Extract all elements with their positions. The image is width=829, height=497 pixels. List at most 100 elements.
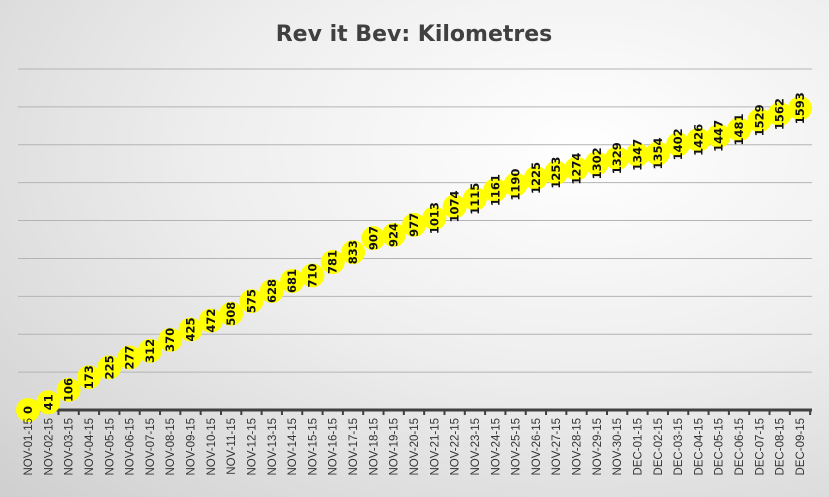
- x-tick-label: NOV-14-15: [287, 418, 299, 476]
- x-tick-label: NOV-22-15: [450, 418, 462, 476]
- data-label: 1274: [570, 153, 584, 185]
- data-point: [747, 108, 772, 133]
- x-tick-label: NOV-11-15: [226, 418, 238, 475]
- data-label: 1013: [427, 202, 441, 234]
- x-tick-label: NOV-16-15: [328, 418, 340, 476]
- x-tick-label: DEC-02-15: [653, 418, 665, 476]
- data-label: 1426: [691, 124, 705, 156]
- data-label: 833: [346, 240, 360, 264]
- data-label: 1190: [509, 169, 523, 201]
- data-point: [117, 345, 142, 370]
- data-label: 425: [184, 317, 198, 341]
- data-point: [625, 142, 650, 167]
- data-point: [666, 132, 691, 157]
- x-tick-label: NOV-30-15: [612, 418, 624, 476]
- x-tick-label: NOV-17-15: [348, 418, 360, 476]
- data-label: 977: [407, 213, 421, 237]
- data-point: [767, 102, 792, 127]
- data-point: [381, 222, 406, 247]
- data-label: 681: [285, 269, 299, 293]
- data-label: 1593: [793, 92, 807, 124]
- data-point: [158, 327, 183, 352]
- x-tick-label: NOV-25-15: [511, 418, 523, 476]
- data-point: [503, 172, 528, 197]
- x-tick-label: NOV-08-15: [165, 418, 177, 476]
- x-tick-label: NOV-12-15: [246, 418, 258, 476]
- x-tick-label: DEC-01-15: [632, 418, 644, 476]
- data-label: 1302: [590, 147, 604, 179]
- data-label: 1161: [488, 174, 502, 206]
- x-tick-label: NOV-20-15: [409, 418, 421, 476]
- x-tick-label: NOV-23-15: [470, 418, 482, 476]
- x-tick-label: NOV-04-15: [84, 418, 96, 476]
- data-point: [442, 194, 467, 219]
- data-point: [16, 398, 40, 422]
- data-label: 628: [265, 279, 279, 303]
- data-label: 1253: [549, 157, 563, 189]
- data-label: 508: [224, 302, 238, 326]
- x-tick-label: NOV-07-15: [145, 418, 157, 476]
- data-point: [584, 151, 609, 176]
- data-point: [137, 338, 162, 363]
- data-label: 1115: [468, 183, 482, 215]
- x-tick-label: NOV-26-15: [531, 418, 543, 476]
- x-tick-label: DEC-06-15: [734, 418, 746, 476]
- data-label: 1481: [732, 113, 746, 145]
- data-point: [686, 127, 711, 152]
- data-point: [239, 289, 264, 314]
- data-label: 1402: [671, 128, 685, 160]
- x-axis: [16, 408, 812, 415]
- x-tick-label: NOV-27-15: [551, 418, 563, 476]
- data-point: [645, 141, 670, 166]
- chart-title: Rev it Bev: Kilometres: [276, 22, 553, 47]
- data-point: [564, 156, 589, 181]
- x-tick-label: DEC-07-15: [754, 418, 766, 476]
- data-point: [198, 308, 223, 333]
- x-tick-label: DEC-05-15: [714, 418, 726, 476]
- data-label: 710: [305, 263, 319, 287]
- x-tick-label: NOV-01-15: [23, 418, 35, 476]
- data-point: [483, 178, 508, 203]
- data-label: 370: [163, 328, 177, 352]
- data-point: [219, 301, 244, 326]
- x-tick-label: NOV-21-15: [429, 418, 441, 476]
- data-label: 781: [326, 250, 340, 274]
- x-tick-label: NOV-24-15: [490, 418, 502, 476]
- x-tick-labels: NOV-01-15 NOV-02-15 NOV-03-15 NOV-04-15 NOV-…: [23, 418, 807, 476]
- data-label: 225: [102, 355, 116, 379]
- data-label: 106: [62, 378, 76, 402]
- x-tick-label: DEC-08-15: [775, 418, 787, 476]
- data-point: [97, 355, 122, 380]
- data-point: [76, 365, 101, 390]
- data-point: [462, 186, 487, 211]
- data-point: [422, 206, 447, 231]
- x-tick-label: NOV-05-15: [104, 418, 116, 476]
- data-point: [788, 96, 812, 121]
- x-tick-label: NOV-10-15: [206, 418, 218, 476]
- data-label: 1447: [712, 120, 726, 152]
- data-point: [605, 146, 630, 171]
- data-label: 1329: [610, 142, 624, 174]
- data-label: 1347: [630, 139, 644, 171]
- data-point: [523, 165, 548, 190]
- data-label: 173: [82, 365, 96, 389]
- x-tick-label: NOV-15-15: [307, 418, 319, 476]
- data-point: [56, 377, 81, 402]
- data-label: 312: [143, 339, 157, 363]
- data-point: [259, 279, 284, 304]
- data-label: 472: [204, 309, 218, 333]
- x-tick-label: DEC-04-15: [693, 418, 705, 476]
- data-label: 924: [387, 223, 401, 247]
- x-tick-label: NOV-09-15: [186, 418, 198, 476]
- data-label: 1562: [773, 98, 787, 130]
- data-points: 0 41 106 173 225 277 312 370 425 472 508 575 628 681 7…: [16, 92, 812, 422]
- data-point: [341, 240, 366, 265]
- x-tick-label: NOV-29-15: [592, 418, 604, 476]
- data-point: [706, 123, 731, 148]
- x-tick-label: NOV-02-15: [43, 418, 55, 476]
- data-point: [300, 263, 325, 288]
- data-label: 41: [41, 394, 55, 410]
- x-tick-label: NOV-19-15: [389, 418, 401, 476]
- data-label: 0: [21, 406, 35, 414]
